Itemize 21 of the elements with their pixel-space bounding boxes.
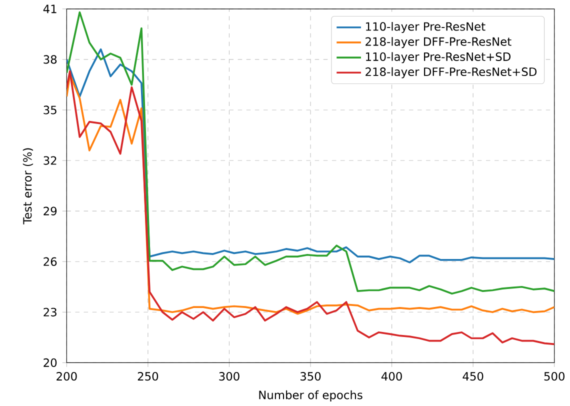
x-tick-label: 300	[219, 372, 240, 381]
y-axis-title: Test error (%)	[22, 148, 34, 224]
x-tick-label: 250	[138, 372, 158, 381]
x-tick-label: 200	[56, 372, 77, 381]
y-tick-label: 32	[44, 156, 56, 165]
x-tick-label: 350	[300, 372, 321, 381]
legend-label: 110-layer Pre-ResNet	[366, 22, 486, 33]
x-axis-title: Number of epochs	[259, 390, 362, 402]
y-tick-label: 29	[44, 206, 57, 216]
y-tick-label: 20	[44, 358, 57, 367]
y-tick-label: 38	[44, 55, 57, 64]
legend-label: 218-layer DFF-Pre-ResNet	[366, 36, 512, 48]
x-tick-label: 400	[381, 372, 402, 381]
legend-label: 218-layer DFF-Pre-ResNet+SD	[366, 67, 537, 78]
y-tick-label: 23	[44, 308, 56, 316]
y-tick-label: 26	[44, 257, 57, 266]
y-tick-label: 35	[44, 106, 56, 114]
x-tick-label: 450	[462, 372, 484, 381]
legend-label: 110-layer Pre-ResNet+SD	[366, 52, 510, 64]
y-tick-label: 41	[43, 4, 56, 13]
x-tick-label: 500	[544, 372, 564, 381]
